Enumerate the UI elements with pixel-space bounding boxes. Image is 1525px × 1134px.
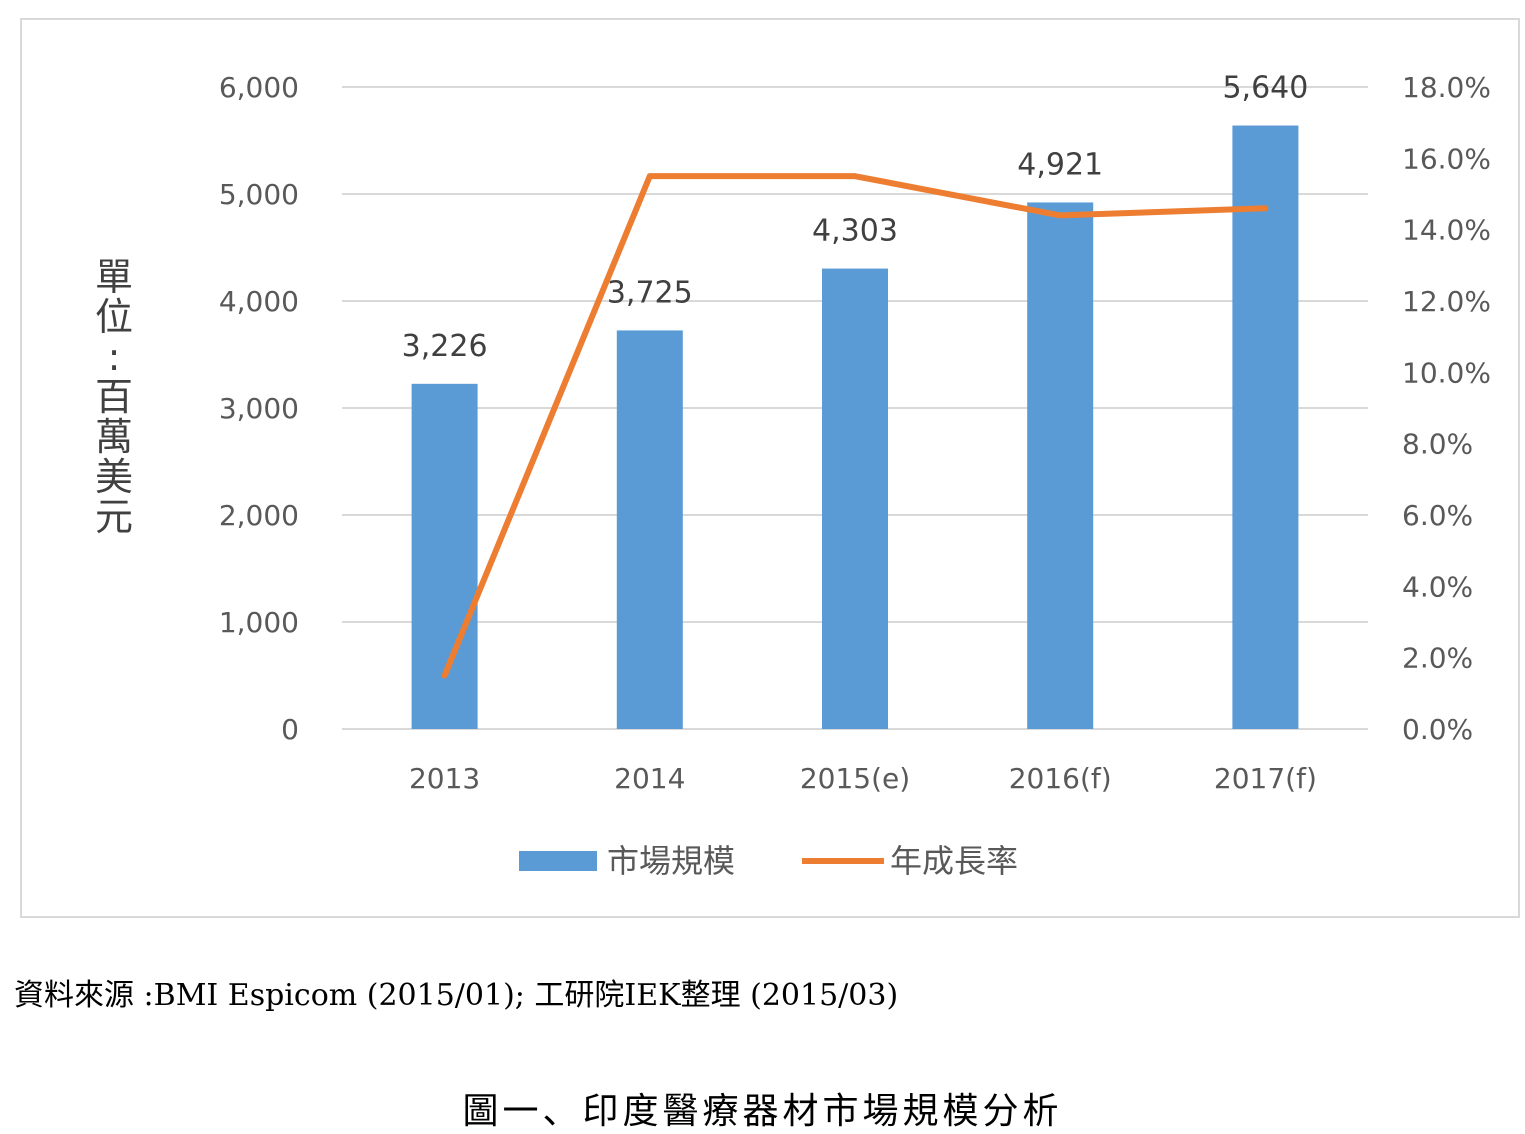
left-tick-label: 6,000: [219, 71, 299, 104]
data-label: 3,226: [402, 329, 488, 364]
bar-2015(e): [822, 268, 888, 729]
y-label-char: 美: [95, 455, 133, 499]
right-tick-label: 10.0%: [1402, 356, 1491, 389]
chart-frame: 0 1,000 2,000 3,000 4,000 5,000 6,000 0.0% 2.0%…: [20, 18, 1520, 918]
bar-2017(f): [1232, 125, 1299, 729]
left-tick-label: 0: [281, 713, 299, 746]
left-tick-label: 2,000: [219, 499, 299, 532]
left-tick-label: 3,000: [219, 392, 299, 425]
left-axis-ticks: 0 1,000 2,000 3,000 4,000 5,000 6,000: [219, 71, 299, 746]
right-tick-label: 2.0%: [1402, 642, 1473, 675]
x-tick-label: 2014: [614, 762, 685, 795]
legend: 市場規模 年成長率: [519, 842, 1018, 880]
y-label-char: 位: [95, 295, 133, 339]
right-tick-label: 12.0%: [1402, 285, 1491, 318]
bar-2016(f): [1027, 202, 1094, 729]
right-tick-label: 8.0%: [1402, 428, 1473, 461]
legend-line-label: 年成長率: [890, 842, 1018, 880]
data-label: 5,640: [1222, 71, 1308, 106]
y-label-char: 百: [95, 375, 133, 419]
bars: [411, 125, 1299, 729]
data-label: 4,303: [812, 214, 898, 249]
right-tick-label: 18.0%: [1402, 71, 1491, 104]
right-tick-label: 16.0%: [1402, 142, 1491, 175]
left-tick-label: 1,000: [219, 606, 299, 639]
left-tick-label: 5,000: [219, 178, 299, 211]
growth-rate-line: [441, 173, 1269, 679]
right-axis-ticks: 0.0% 2.0% 4.0% 6.0% 8.0% 10.0% 12.0% 14.0% 16.0%…: [1402, 71, 1491, 746]
legend-bar-label: 市場規模: [607, 842, 735, 880]
y-label-char: :: [108, 335, 121, 379]
x-tick-label: 2017(f): [1214, 762, 1317, 795]
x-tick-label: 2013: [409, 762, 480, 795]
x-axis-ticks: 2013 2014 2015(e) 2016(f) 2017(f): [409, 762, 1317, 795]
data-label: 4,921: [1017, 147, 1103, 182]
x-tick-label: 2015(e): [800, 762, 910, 795]
y-label-char: 萬: [95, 415, 133, 459]
data-label: 3,725: [607, 275, 693, 310]
y-label-char: 單: [95, 255, 133, 299]
y-label-char: 元: [95, 495, 133, 539]
data-labels: 3,226 3,725 4,303 4,921 5,640: [402, 71, 1309, 364]
right-tick-label: 4.0%: [1402, 570, 1473, 603]
chart-canvas: 0 1,000 2,000 3,000 4,000 5,000 6,000 0.0% 2.0%…: [95, 71, 1491, 880]
growth-line: [441, 173, 1269, 679]
figure-caption: 圖一、印度醫療器材市場規模分析: [462, 1091, 1063, 1132]
source-note: 資料來源 :BMI Espicom (2015/01); 工研院IEK整理 (2…: [14, 978, 899, 1013]
right-tick-label: 14.0%: [1402, 214, 1491, 247]
x-tick-label: 2016(f): [1009, 762, 1112, 795]
right-tick-label: 6.0%: [1402, 499, 1473, 532]
bar-2014: [616, 330, 683, 729]
left-tick-label: 4,000: [219, 285, 299, 318]
legend-bar-swatch: [519, 851, 597, 871]
right-tick-label: 0.0%: [1402, 713, 1473, 746]
